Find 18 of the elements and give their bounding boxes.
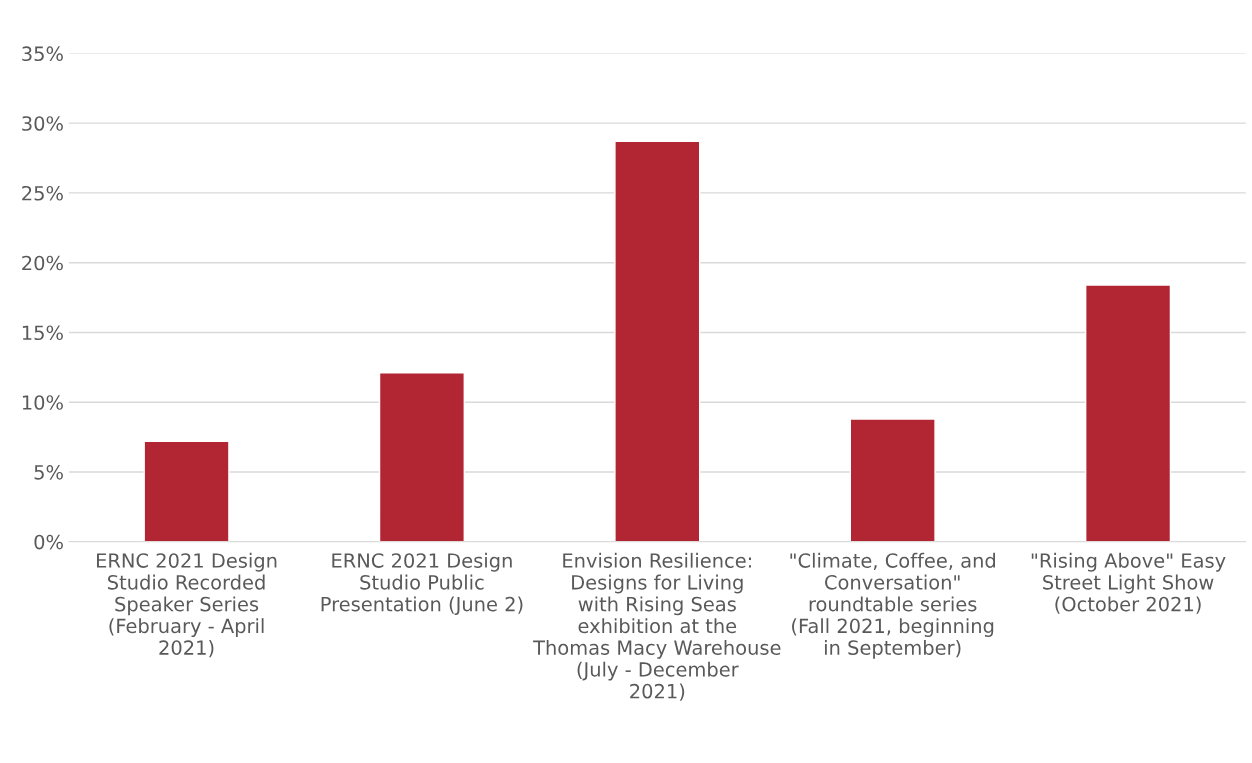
bar	[1084, 284, 1172, 542]
bar	[378, 372, 465, 542]
x-tick-label: "Rising Above" Easy Street Light Show (October 2021)	[1031, 552, 1226, 614]
y-tick-label: 20%	[22, 255, 63, 271]
y-tick-label: 30%	[22, 116, 63, 131]
y-tick-label: 15%	[22, 325, 63, 341]
x-tick-label: ERNC 2021 Design Studio Public Presentation (June 2)	[321, 552, 523, 616]
y-tick-label: 5%	[34, 464, 63, 480]
y-tick-label: 35%	[22, 46, 63, 62]
y-tick-label: 0%	[34, 534, 63, 550]
bar	[143, 440, 230, 542]
x-tick-label: "Climate, Coffee, and Conversation" roundtable series (Fall 2021, beginning in September)	[790, 552, 995, 659]
bar	[849, 418, 936, 542]
y-tick-label: 25%	[22, 185, 63, 201]
x-tick-label: Envision Resilience: Designs for Living with Rising Seas exhibition at the Thomas Macy Warehouse (July - December 2021)	[533, 552, 781, 701]
x-tick-label: ERNC 2021 Design Studio Recorded Speaker Series (February - April 2021)	[97, 552, 277, 658]
y-tick-label: 10%	[22, 395, 63, 410]
bar	[614, 140, 701, 542]
